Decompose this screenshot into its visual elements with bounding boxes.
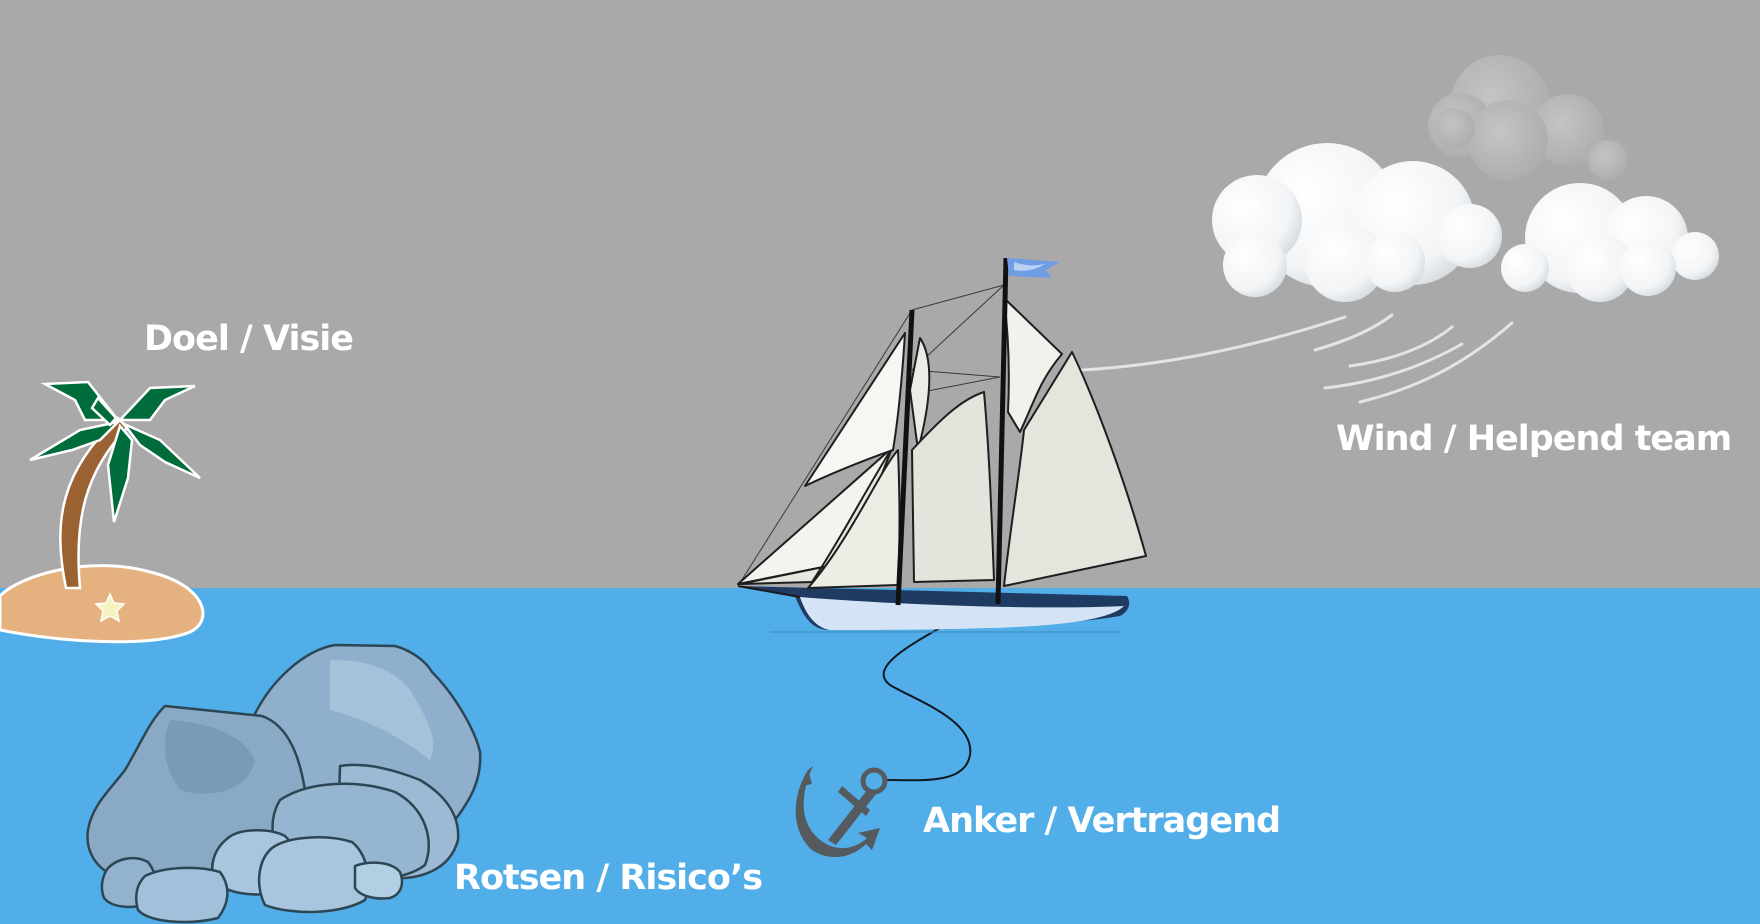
clouds-icon bbox=[1080, 55, 1719, 404]
sailboat-icon bbox=[737, 257, 1147, 633]
rocks-risks-label: Rotsen / Risico’s bbox=[454, 858, 763, 898]
wind-team-label: Wind / Helpend team bbox=[1336, 419, 1732, 459]
anchor-delay-label: Anker / Vertragend bbox=[923, 801, 1281, 841]
anchor-rope bbox=[882, 627, 972, 782]
rocks-icon bbox=[86, 643, 482, 924]
anchor-icon bbox=[795, 766, 888, 858]
goal-vision-label: Doel / Visie bbox=[144, 319, 354, 359]
palm-island-icon bbox=[0, 380, 205, 644]
